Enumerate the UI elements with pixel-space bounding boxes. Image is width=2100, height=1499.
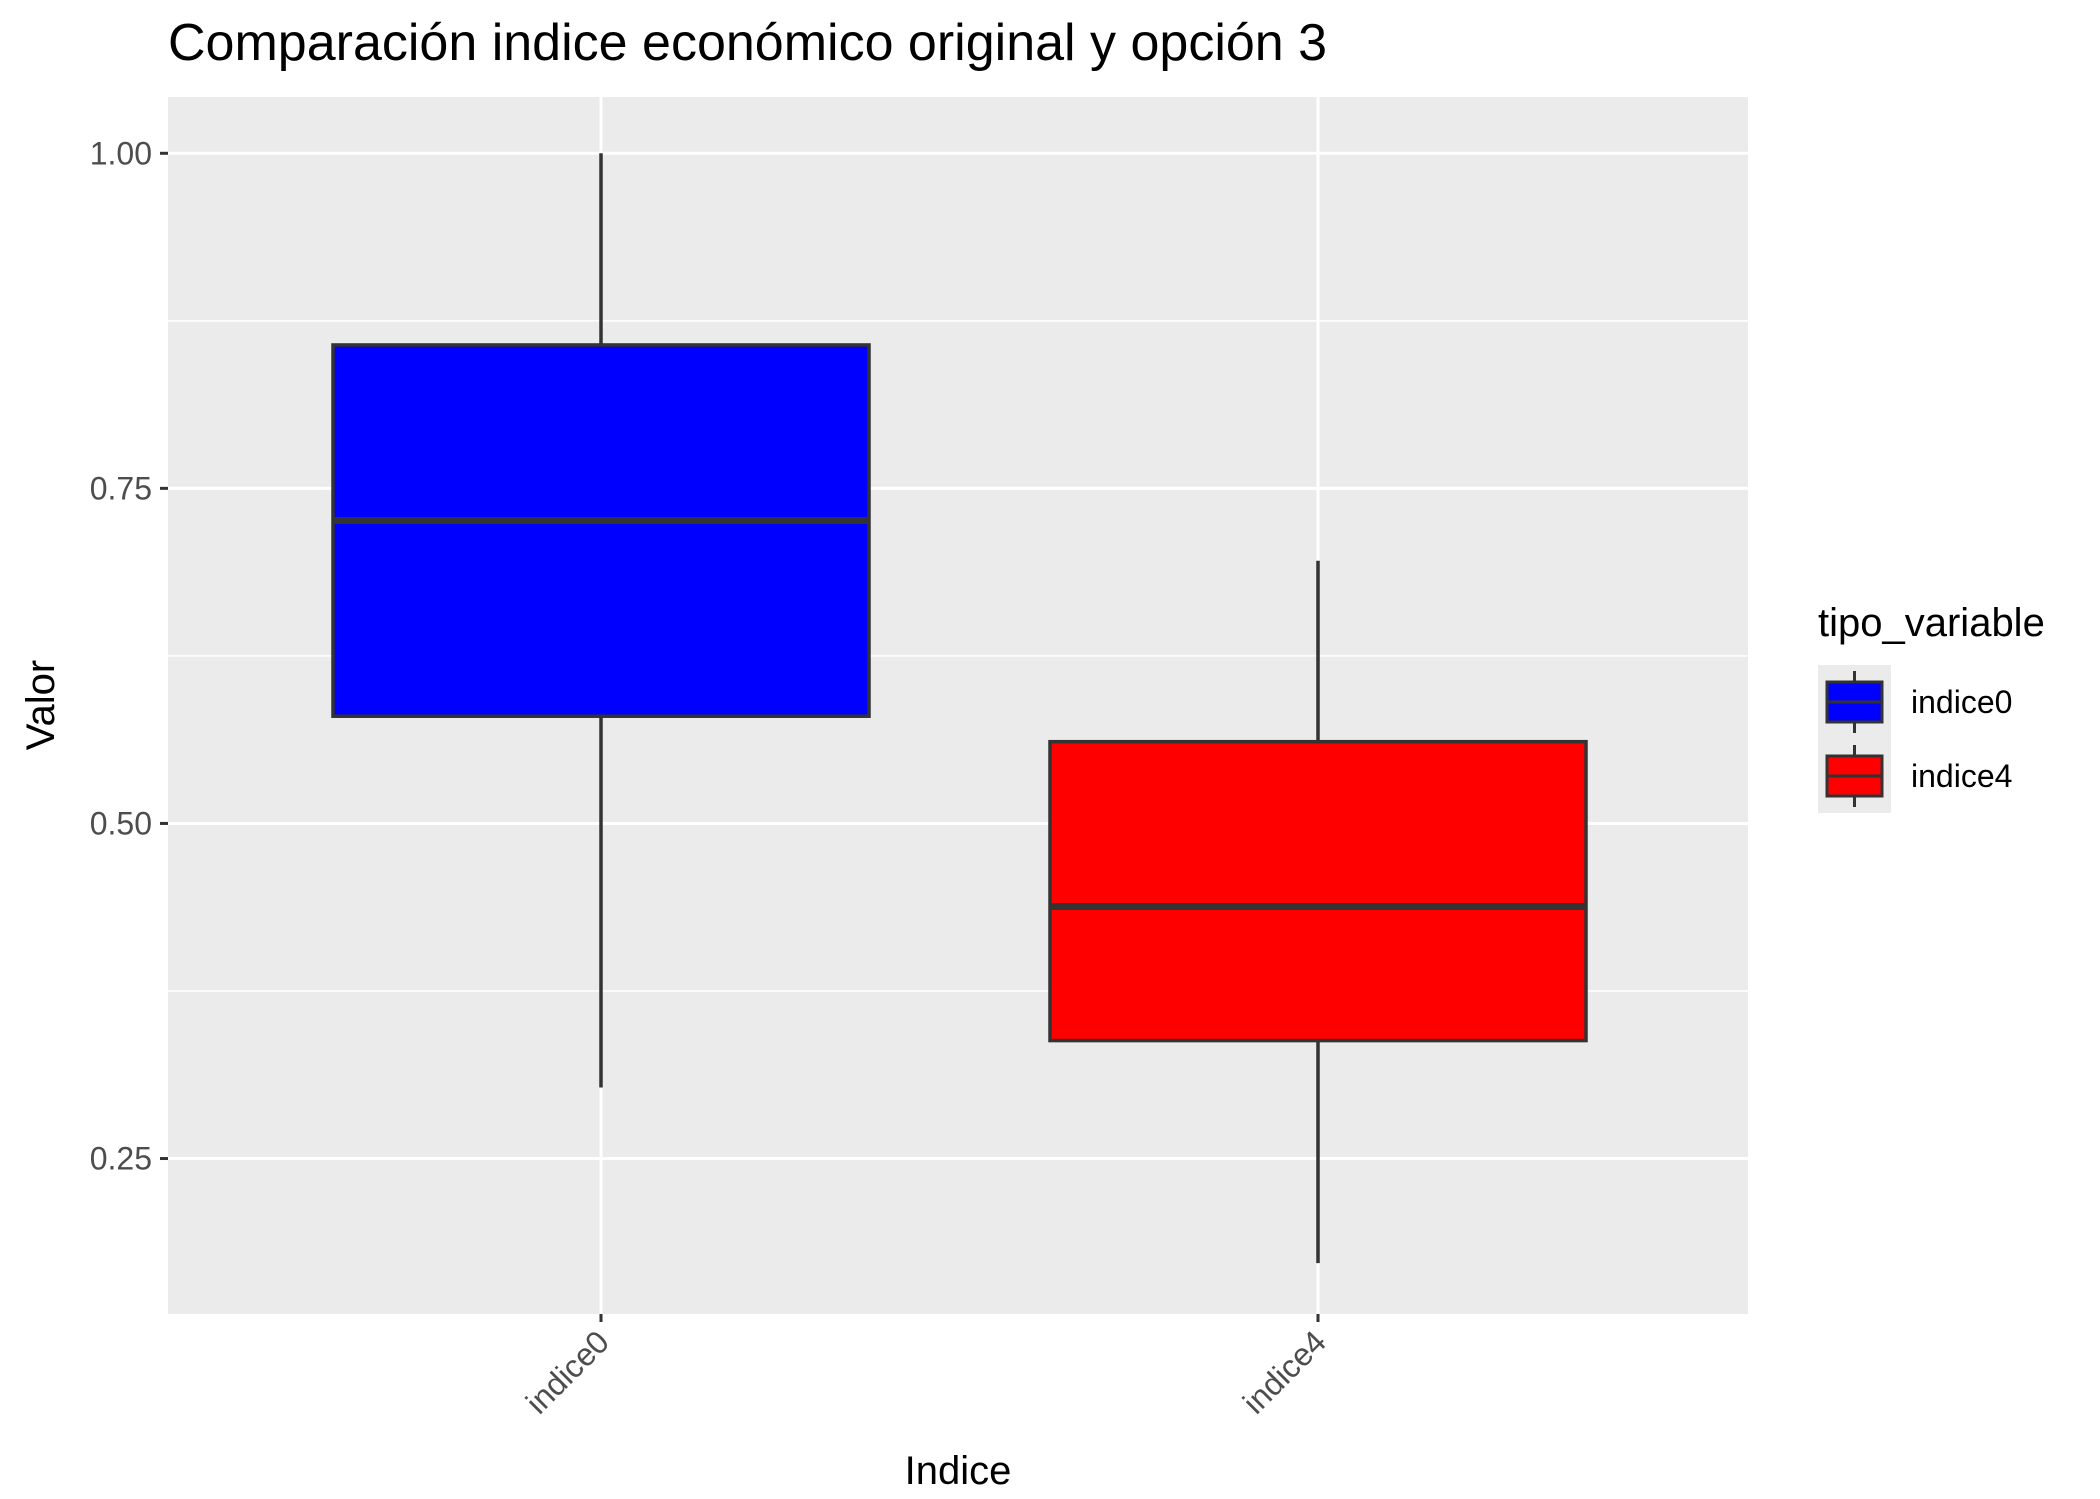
y-tick-label: 0.25 [90, 1141, 152, 1177]
y-tick-label: 1.00 [90, 135, 152, 171]
legend-item-indice0: indice0 [1825, 671, 2012, 733]
box-indice0 [331, 153, 871, 1088]
y-axis: 0.25 0.50 0.75 1.00 [90, 135, 168, 1177]
legend-label: indice0 [1911, 684, 2012, 720]
x-axis: indice0 indice4 [519, 1314, 1333, 1421]
box-iqr [1048, 739, 1588, 1043]
box-iqr [331, 343, 871, 718]
x-axis-title: Indice [905, 1449, 1012, 1493]
y-axis-title: Valor [19, 660, 63, 750]
legend-item-indice4: indice4 [1825, 745, 2012, 807]
legend-label: indice4 [1911, 758, 2012, 794]
boxes [331, 153, 1588, 1264]
legend: tipo_variable indice0 indice4 [1818, 601, 2045, 813]
x-tick-label: indice4 [1236, 1323, 1333, 1420]
y-tick-label: 0.75 [90, 470, 152, 506]
box-indice4 [1048, 560, 1588, 1264]
legend-title: tipo_variable [1818, 601, 2045, 645]
chart-title: Comparación indice económico original y … [168, 14, 1327, 72]
y-tick-label: 0.50 [90, 805, 152, 841]
x-tick-label: indice0 [519, 1323, 616, 1420]
